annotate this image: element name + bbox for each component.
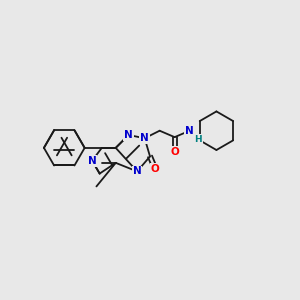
- Text: N: N: [140, 133, 149, 143]
- Text: N: N: [88, 156, 97, 166]
- Text: O: O: [170, 147, 179, 157]
- Text: N: N: [185, 126, 194, 136]
- Text: N: N: [124, 130, 133, 140]
- Text: N: N: [133, 167, 142, 176]
- Text: O: O: [151, 164, 160, 174]
- Text: H: H: [194, 135, 202, 144]
